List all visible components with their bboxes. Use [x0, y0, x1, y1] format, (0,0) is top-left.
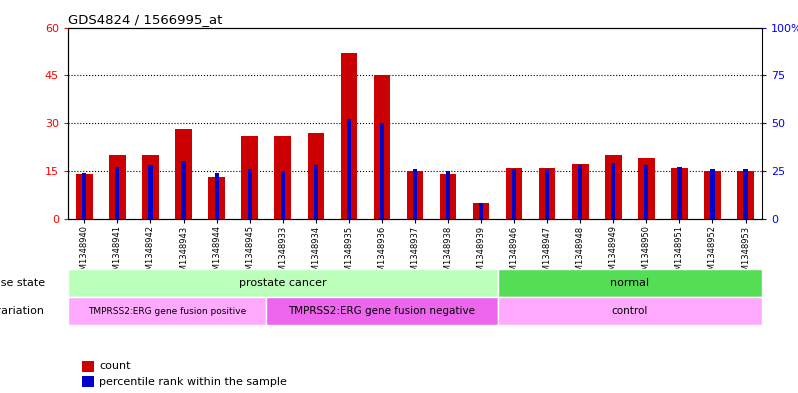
- Bar: [142, 155, 159, 219]
- Text: prostate cancer: prostate cancer: [239, 278, 326, 288]
- Text: TMPRSS2:ERG gene fusion negative: TMPRSS2:ERG gene fusion negative: [288, 306, 476, 316]
- Bar: [440, 174, 456, 219]
- Bar: [82, 173, 86, 219]
- Bar: [737, 171, 754, 219]
- Bar: [373, 75, 390, 219]
- Bar: [744, 169, 748, 219]
- Bar: [579, 165, 583, 219]
- Bar: [68, 269, 498, 297]
- Bar: [611, 163, 615, 219]
- Bar: [710, 169, 714, 219]
- Bar: [247, 169, 251, 219]
- Bar: [704, 171, 721, 219]
- Bar: [545, 169, 549, 219]
- Bar: [671, 167, 688, 219]
- Text: control: control: [611, 306, 648, 316]
- Bar: [341, 53, 357, 219]
- Bar: [241, 136, 258, 219]
- Bar: [380, 123, 384, 219]
- Bar: [472, 203, 489, 219]
- Bar: [181, 161, 186, 219]
- Bar: [605, 155, 622, 219]
- Text: count: count: [99, 361, 131, 371]
- Text: genotype/variation: genotype/variation: [0, 306, 45, 316]
- Text: percentile rank within the sample: percentile rank within the sample: [99, 377, 287, 387]
- Bar: [307, 132, 324, 219]
- Bar: [413, 169, 417, 219]
- Bar: [267, 297, 498, 325]
- Bar: [572, 164, 588, 219]
- Bar: [498, 297, 762, 325]
- Bar: [215, 173, 219, 219]
- Bar: [512, 169, 516, 219]
- Bar: [81, 361, 94, 372]
- Bar: [148, 165, 152, 219]
- Bar: [176, 129, 192, 219]
- Text: disease state: disease state: [0, 278, 45, 288]
- Bar: [479, 203, 483, 219]
- Bar: [678, 167, 681, 219]
- Bar: [314, 165, 318, 219]
- Bar: [347, 119, 351, 219]
- Bar: [498, 269, 762, 297]
- Bar: [644, 165, 649, 219]
- Bar: [446, 171, 450, 219]
- Text: TMPRSS2:ERG gene fusion positive: TMPRSS2:ERG gene fusion positive: [88, 307, 246, 316]
- Bar: [281, 171, 285, 219]
- Bar: [208, 177, 225, 219]
- Text: normal: normal: [610, 278, 650, 288]
- Bar: [539, 167, 555, 219]
- Bar: [275, 136, 291, 219]
- Bar: [638, 158, 654, 219]
- Text: GDS4824 / 1566995_at: GDS4824 / 1566995_at: [68, 13, 222, 26]
- Bar: [68, 297, 267, 325]
- Bar: [81, 376, 94, 387]
- Bar: [506, 167, 523, 219]
- Bar: [76, 174, 93, 219]
- Bar: [116, 167, 120, 219]
- Bar: [407, 171, 423, 219]
- Bar: [109, 155, 125, 219]
